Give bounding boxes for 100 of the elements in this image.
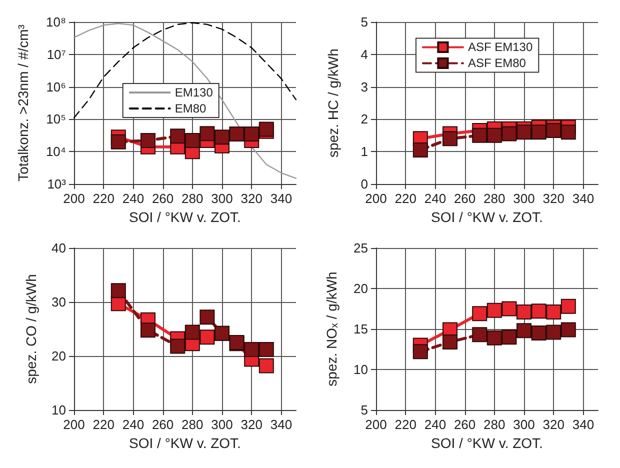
point	[546, 324, 562, 340]
x-axis-title: SOI / °KW v. ZOT.	[431, 209, 543, 225]
x-tick-label: 200	[63, 191, 85, 206]
legend-label: ASF EM130	[468, 40, 533, 54]
y-tick-label: 10³	[47, 176, 67, 192]
y-tick-label: 40	[52, 240, 66, 256]
y-tick-label: 15	[354, 322, 368, 336]
point	[502, 126, 517, 142]
x-tick-label: 200	[365, 191, 387, 206]
x-tick-label: 300	[211, 417, 233, 432]
x-tick-label: 340	[270, 417, 292, 432]
x-tick-label: 280	[182, 191, 204, 206]
point	[170, 338, 186, 354]
point	[200, 126, 215, 142]
y-tick-label: 2	[360, 112, 368, 127]
x-tick-label: 200	[63, 417, 85, 432]
x-tick-label: 320	[542, 191, 564, 206]
x-tick-label: 320	[240, 191, 262, 206]
x-tick-label: 240	[424, 191, 446, 206]
y-tick-label: 20	[354, 281, 368, 296]
y-tick-label: 5	[360, 14, 368, 30]
y-tick-label: 10⁴	[46, 144, 66, 160]
point	[486, 302, 502, 318]
point	[546, 123, 562, 138]
x-tick-label: 320	[240, 417, 262, 432]
y-tick-label: 10	[354, 362, 368, 377]
y-tick-label: 5	[360, 402, 368, 418]
x-tick-label: 220	[394, 191, 416, 206]
x-tick-label: 280	[484, 191, 506, 206]
point	[516, 124, 532, 140]
point	[244, 342, 260, 358]
point	[442, 131, 458, 146]
point	[486, 128, 502, 143]
point	[546, 304, 562, 320]
x-tick-label: 220	[92, 191, 114, 206]
x-tick-label: 280	[484, 417, 506, 432]
y-tick-label: 1	[360, 144, 368, 160]
x-tick-label: 340	[270, 191, 292, 206]
point	[560, 124, 576, 140]
y-tick-label: 25	[354, 240, 368, 256]
point	[412, 344, 428, 360]
point	[531, 326, 546, 341]
y-tick-label: 20	[52, 348, 66, 364]
point	[258, 358, 274, 374]
point	[442, 334, 458, 350]
point	[531, 304, 546, 319]
point	[516, 323, 532, 338]
x-axis-title: SOI / °KW v. ZOT.	[431, 435, 543, 451]
y-axis-title: Totalkonz. >23nm / #/cm³	[15, 24, 31, 182]
y-tick-label: 10	[52, 402, 66, 418]
x-tick-label: 300	[211, 191, 233, 206]
point	[412, 142, 428, 158]
x-tick-label: 300	[513, 417, 535, 432]
point	[516, 304, 532, 320]
x-tick-label: 260	[152, 191, 174, 206]
point	[110, 134, 126, 150]
y-tick-label: 10⁸	[46, 14, 66, 30]
point	[502, 301, 517, 316]
y-tick-label: 3	[360, 79, 368, 94]
legend-label: ASF EM80	[468, 56, 526, 70]
point	[170, 128, 186, 144]
y-tick-label: 30	[52, 294, 66, 310]
y-tick-label: 10⁷	[46, 46, 66, 62]
x-tick-label: 240	[424, 417, 446, 432]
x-tick-label: 280	[182, 417, 204, 432]
x-tick-label: 260	[454, 191, 476, 206]
y-axis-title: spez. CO / g/kWh	[23, 274, 39, 384]
point	[531, 124, 546, 140]
point	[140, 133, 156, 148]
x-tick-label: 260	[454, 417, 476, 432]
x-tick-label: 220	[394, 417, 416, 432]
point	[110, 283, 126, 298]
x-tick-label: 340	[572, 191, 594, 206]
x-tick-label: 240	[122, 417, 144, 432]
point	[184, 324, 200, 340]
x-tick-label: 320	[542, 417, 564, 432]
y-tick-label: 10⁵	[46, 112, 66, 127]
point	[472, 327, 488, 342]
point	[560, 322, 576, 338]
point	[560, 298, 576, 314]
x-tick-label: 240	[122, 191, 144, 206]
x-tick-label: 260	[152, 417, 174, 432]
x-tick-label: 220	[92, 417, 114, 432]
point	[486, 330, 502, 346]
point	[214, 130, 230, 145]
y-tick-label: 4	[360, 46, 368, 62]
point	[200, 310, 215, 325]
x-axis-title: SOI / °KW v. ZOT.	[129, 435, 241, 451]
point	[140, 322, 156, 338]
y-axis-title: spez. HC / g/kWh	[325, 48, 341, 158]
x-tick-label: 300	[513, 191, 535, 206]
line-series	[73, 22, 297, 118]
point	[184, 133, 200, 148]
point	[472, 128, 488, 143]
point	[258, 342, 274, 358]
point	[200, 330, 215, 345]
point	[502, 330, 517, 345]
x-axis-title: SOI / °KW v. ZOT.	[129, 209, 241, 225]
y-tick-label: 0	[360, 176, 368, 192]
y-tick-label: 10⁶	[46, 79, 66, 94]
